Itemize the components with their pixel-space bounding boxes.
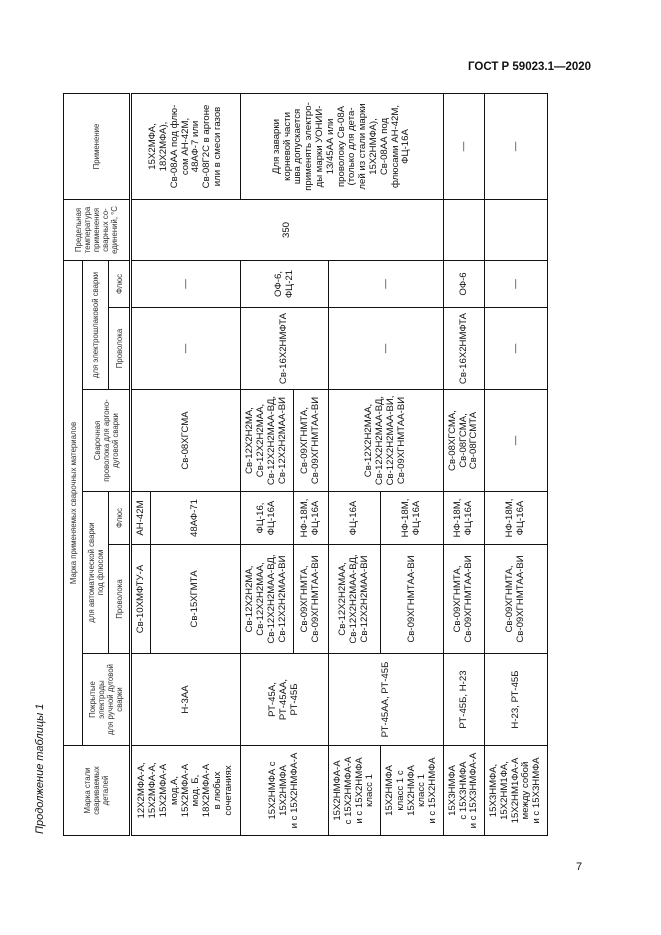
cell-es-wire: Св-16Х2НМФТА [443,307,485,390]
cell-argon: Св-08ХГСМА, Св-08ГСМА, Св-08ГСМТА [443,389,485,492]
cell-es-flux: ОФ-6 [443,260,485,308]
cell-auto-wire: Св-09ХГНМТА, Св-09ХГНМТАА-ВИ [484,544,548,654]
cell-auto-wire: Св-15ХГМТА [150,544,241,654]
table-row: 15Х3НМФА с 15Х3НМФА и с 15Х3НМФА-А РТ-45… [443,93,485,836]
page-number: 7 [576,861,583,873]
cell-auto-flux: АН-42М [130,491,151,545]
cell-auto-wire: Св-10ХМФТУ-А [130,544,151,654]
table-continuation-label: Продолжение таблицы 1 [34,703,46,834]
header-es-wire: Проволока [108,307,131,390]
header-electrodes: Покрытые электроды для ручной дуговой св… [82,653,131,746]
cell-steel: 15Х2НМФА-А с 15Х2НМФА-А и с 15Х2НМФА кла… [328,745,381,836]
standard-number: ГОСТ Р 59023.1—2020 [468,61,592,73]
cell-electrodes: РТ-45А, РТ-45АА, РТ-45Б [240,653,329,746]
cell-steel: 15Х2НМФА класс 1 с 15Х2НМФА класс 1 и с … [380,745,444,836]
cell-steel: 15Х2НМФА с 15Х2НМФА и с 15Х2НМФА-А [240,745,329,836]
header-auto-flux: Флюс [108,491,131,545]
cell-auto-flux: ФЦ-16А [328,491,381,545]
cell-auto-flux: НФ-18М, ФЦ-16А [293,491,329,545]
cell-es-wire: — [328,307,444,390]
table-row: 15Х3НМФА, 15Х2НМ1ФА, 15Х2НМ1ФА-А между с… [484,93,548,836]
cell-auto-flux: НФ-18М, ФЦ-16А [484,491,548,545]
cell-es-wire: — [130,307,241,390]
header-auto-wire: Проволока [108,544,131,654]
cell-electrodes: Н-3АА [130,653,241,746]
cell-es-flux: ОФ-6, ФЦ-21 [240,260,329,308]
table-row: 12Х2МФА-А, 15Х2МФА-А, 15Х2МФА-А мод.А, 1… [130,93,444,836]
cell-argon: Св-12Х2Н2МАА, Св-12Х2Н2МАА-ВД, Св-12Х2Н2… [328,389,444,492]
cell-argon: Св-08ХГСМА [130,389,241,492]
cell-argon: — [484,389,548,492]
cell-electrodes: Н-23, РТ-45Б [484,653,548,746]
cell-argon: Св-09ХГНМТА, Св-09ХГНМТАА-ВИ [293,389,329,492]
header-auto: для автоматической сварки под флюсом [82,491,109,654]
cell-auto-flux: НФ-18М, ФЦ-16А [443,491,485,545]
cell-temp [443,199,485,261]
header-use: Применение [63,93,131,200]
cell-use: Для заварки корневой части шва допускает… [240,93,444,200]
header-es: для электрошлаковой сварки [82,260,109,390]
cell-auto-wire: Св-12Х2Н2МАА, Св-12Х2Н2МАА-ВД, Св-12Х2Н2… [328,544,381,654]
cell-es-wire: Св-16Х2НМФТА [240,307,329,390]
cell-temp: 350 [130,199,444,261]
cell-es-wire: — [484,307,548,390]
cell-auto-wire: Св-12Х2Н2МА, Св-12Х2Н2МАА, Св-12Х2Н2МАА-… [240,544,294,654]
cell-steel: 15Х3НМФА, 15Х2НМ1ФА, 15Х2НМ1ФА-А между с… [484,745,548,836]
cell-auto-flux: 48АФ-71 [150,491,241,545]
cell-steel: 15Х3НМФА с 15Х3НМФА и с 15Х3НМФА-А [443,745,485,836]
cell-use: — [443,93,485,200]
cell-es-flux: — [130,260,241,308]
welding-materials-table: Марка стали свариваемых деталей Марка пр… [63,93,548,836]
header-temp: Предельная температура применения сварны… [63,199,131,261]
header-materials: Марка применяемых сварочных материалов [63,260,83,746]
cell-use: 15Х2МФА, 18Х2МФА), Св-08АА под флю- сом … [130,93,241,200]
cell-electrodes: РТ-45Б, Н-23 [443,653,485,746]
cell-electrodes: РТ-45АА, РТ-45Б [328,653,444,746]
cell-es-flux: — [484,260,548,308]
cell-auto-flux: ФЦ-16, ФЦ-16А [240,491,294,545]
header-es-flux: Флюс [108,260,131,308]
cell-use: — [484,93,548,200]
header-steel: Марка стали свариваемых деталей [63,745,131,836]
header-argon: Сварочная проволока для аргоно- дуговой … [82,389,131,492]
cell-auto-wire: Св-09ХГНМТА, Св-09ХГНМТАА-ВИ [293,544,329,654]
cell-es-flux: — [328,260,444,308]
cell-auto-wire: Св-09ХГНМТАА-ВИ [380,544,444,654]
cell-auto-flux: НФ-18М, ФЦ-16А [380,491,444,545]
cell-temp [484,199,548,261]
cell-argon: Св-12Х2Н2МА, Св-12Х2Н2МАА, Св-12Х2Н2МАА-… [240,389,294,492]
cell-steel: 12Х2МФА-А, 15Х2МФА-А, 15Х2МФА-А мод.А, 1… [130,745,241,836]
cell-auto-wire: Св-09ХГНМТА, Св-09ХГНМТАА-ВИ [443,544,485,654]
